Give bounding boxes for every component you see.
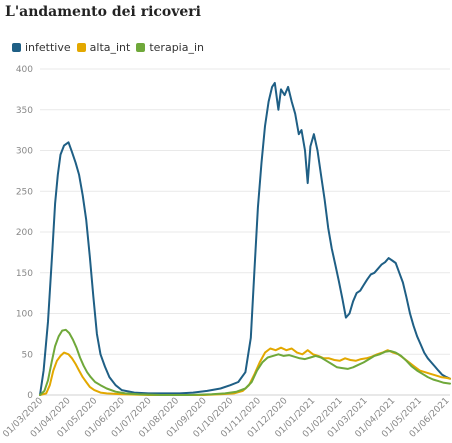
legend-swatch-alta-int [76, 43, 86, 52]
chart-legend: infettive alta_int terapia_in [12, 41, 210, 54]
y-axis-tick-labels: 0 50 100 150 200 250 300 350 400 [16, 65, 33, 401]
y-tick-label: 100 [16, 310, 33, 320]
legend-swatch-terapia-in [136, 43, 146, 52]
legend-label-terapia-in: terapia_in [149, 41, 204, 54]
x-axis-tick-labels: 01/03/202001/04/202001/05/202001/06/2020… [1, 396, 451, 440]
y-tick-label: 200 [16, 228, 33, 238]
y-tick-label: 50 [22, 350, 34, 360]
y-tick-label: 350 [16, 106, 33, 116]
legend-item-terapia-in[interactable]: terapia_in [136, 41, 204, 54]
legend-label-infettive: infettive [25, 41, 71, 54]
series-line-terapia-in [39, 328, 451, 396]
chart-title: L'andamento dei ricoveri [5, 4, 201, 20]
y-tick-label: 0 [27, 391, 33, 401]
y-tick-label: 250 [16, 187, 33, 197]
y-tick-label: 400 [16, 65, 33, 75]
y-tick-label: 150 [16, 269, 33, 279]
legend-item-infettive[interactable]: infettive [12, 41, 71, 54]
legend-swatch-infettive [12, 43, 21, 52]
legend-label-alta-int: alta_int [89, 41, 131, 54]
series-line-infettive [39, 81, 451, 396]
series-lines [39, 81, 451, 396]
gridlines [40, 68, 450, 396]
legend-item-alta-int[interactable]: alta_int [76, 41, 131, 54]
y-tick-label: 300 [16, 147, 33, 157]
